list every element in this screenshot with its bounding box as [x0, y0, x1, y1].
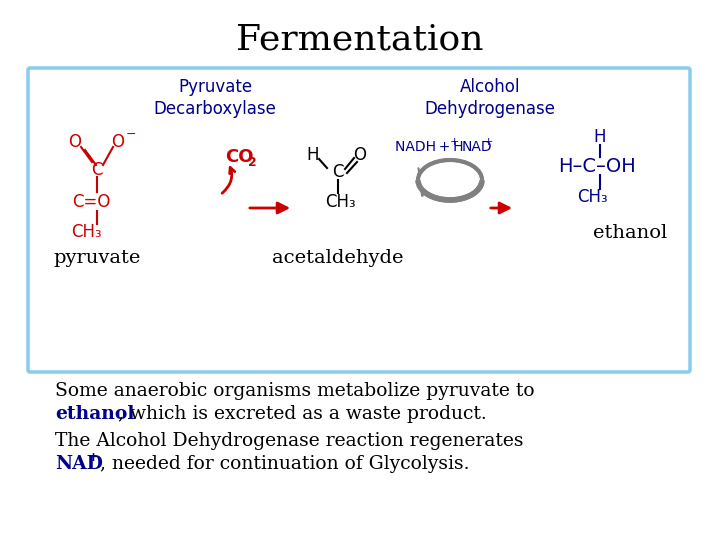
Text: , needed for continuation of Glycolysis.: , needed for continuation of Glycolysis. [100, 455, 469, 473]
Text: NAD: NAD [55, 455, 103, 473]
Text: +: + [450, 137, 459, 147]
Text: ethanol: ethanol [55, 405, 135, 423]
Text: CH₃: CH₃ [325, 193, 356, 211]
Text: O: O [112, 133, 125, 151]
Text: C: C [332, 163, 343, 181]
Text: CH₃: CH₃ [577, 188, 607, 206]
Text: The Alcohol Dehydrogenase reaction regenerates: The Alcohol Dehydrogenase reaction regen… [55, 432, 523, 450]
Text: CO: CO [225, 148, 253, 166]
Text: O: O [354, 146, 366, 164]
Text: 2: 2 [248, 156, 257, 168]
Text: Pyruvate
Decarboxylase: Pyruvate Decarboxylase [153, 78, 276, 118]
Text: Some anaerobic organisms metabolize pyruvate to: Some anaerobic organisms metabolize pyru… [55, 382, 535, 400]
Text: −: − [126, 127, 136, 140]
Text: acetaldehyde: acetaldehyde [272, 249, 404, 267]
Text: CH₃: CH₃ [71, 223, 102, 241]
Text: H–C–OH: H–C–OH [558, 158, 636, 177]
Text: Alcohol
Dehydrogenase: Alcohol Dehydrogenase [425, 78, 556, 118]
Text: +: + [484, 137, 493, 147]
Text: pyruvate: pyruvate [53, 249, 140, 267]
Text: C=O: C=O [72, 193, 110, 211]
FancyBboxPatch shape [28, 68, 690, 372]
Text: O: O [68, 133, 81, 151]
Text: C: C [91, 161, 103, 179]
Text: , which is excreted as a waste product.: , which is excreted as a waste product. [118, 405, 487, 423]
Text: NADH + H: NADH + H [395, 140, 464, 154]
Text: +: + [88, 451, 99, 464]
Text: Fermentation: Fermentation [236, 22, 484, 56]
Text: ethanol: ethanol [593, 224, 667, 242]
Text: H: H [594, 128, 606, 146]
Text: H: H [307, 146, 319, 164]
Text: NAD: NAD [462, 140, 492, 154]
